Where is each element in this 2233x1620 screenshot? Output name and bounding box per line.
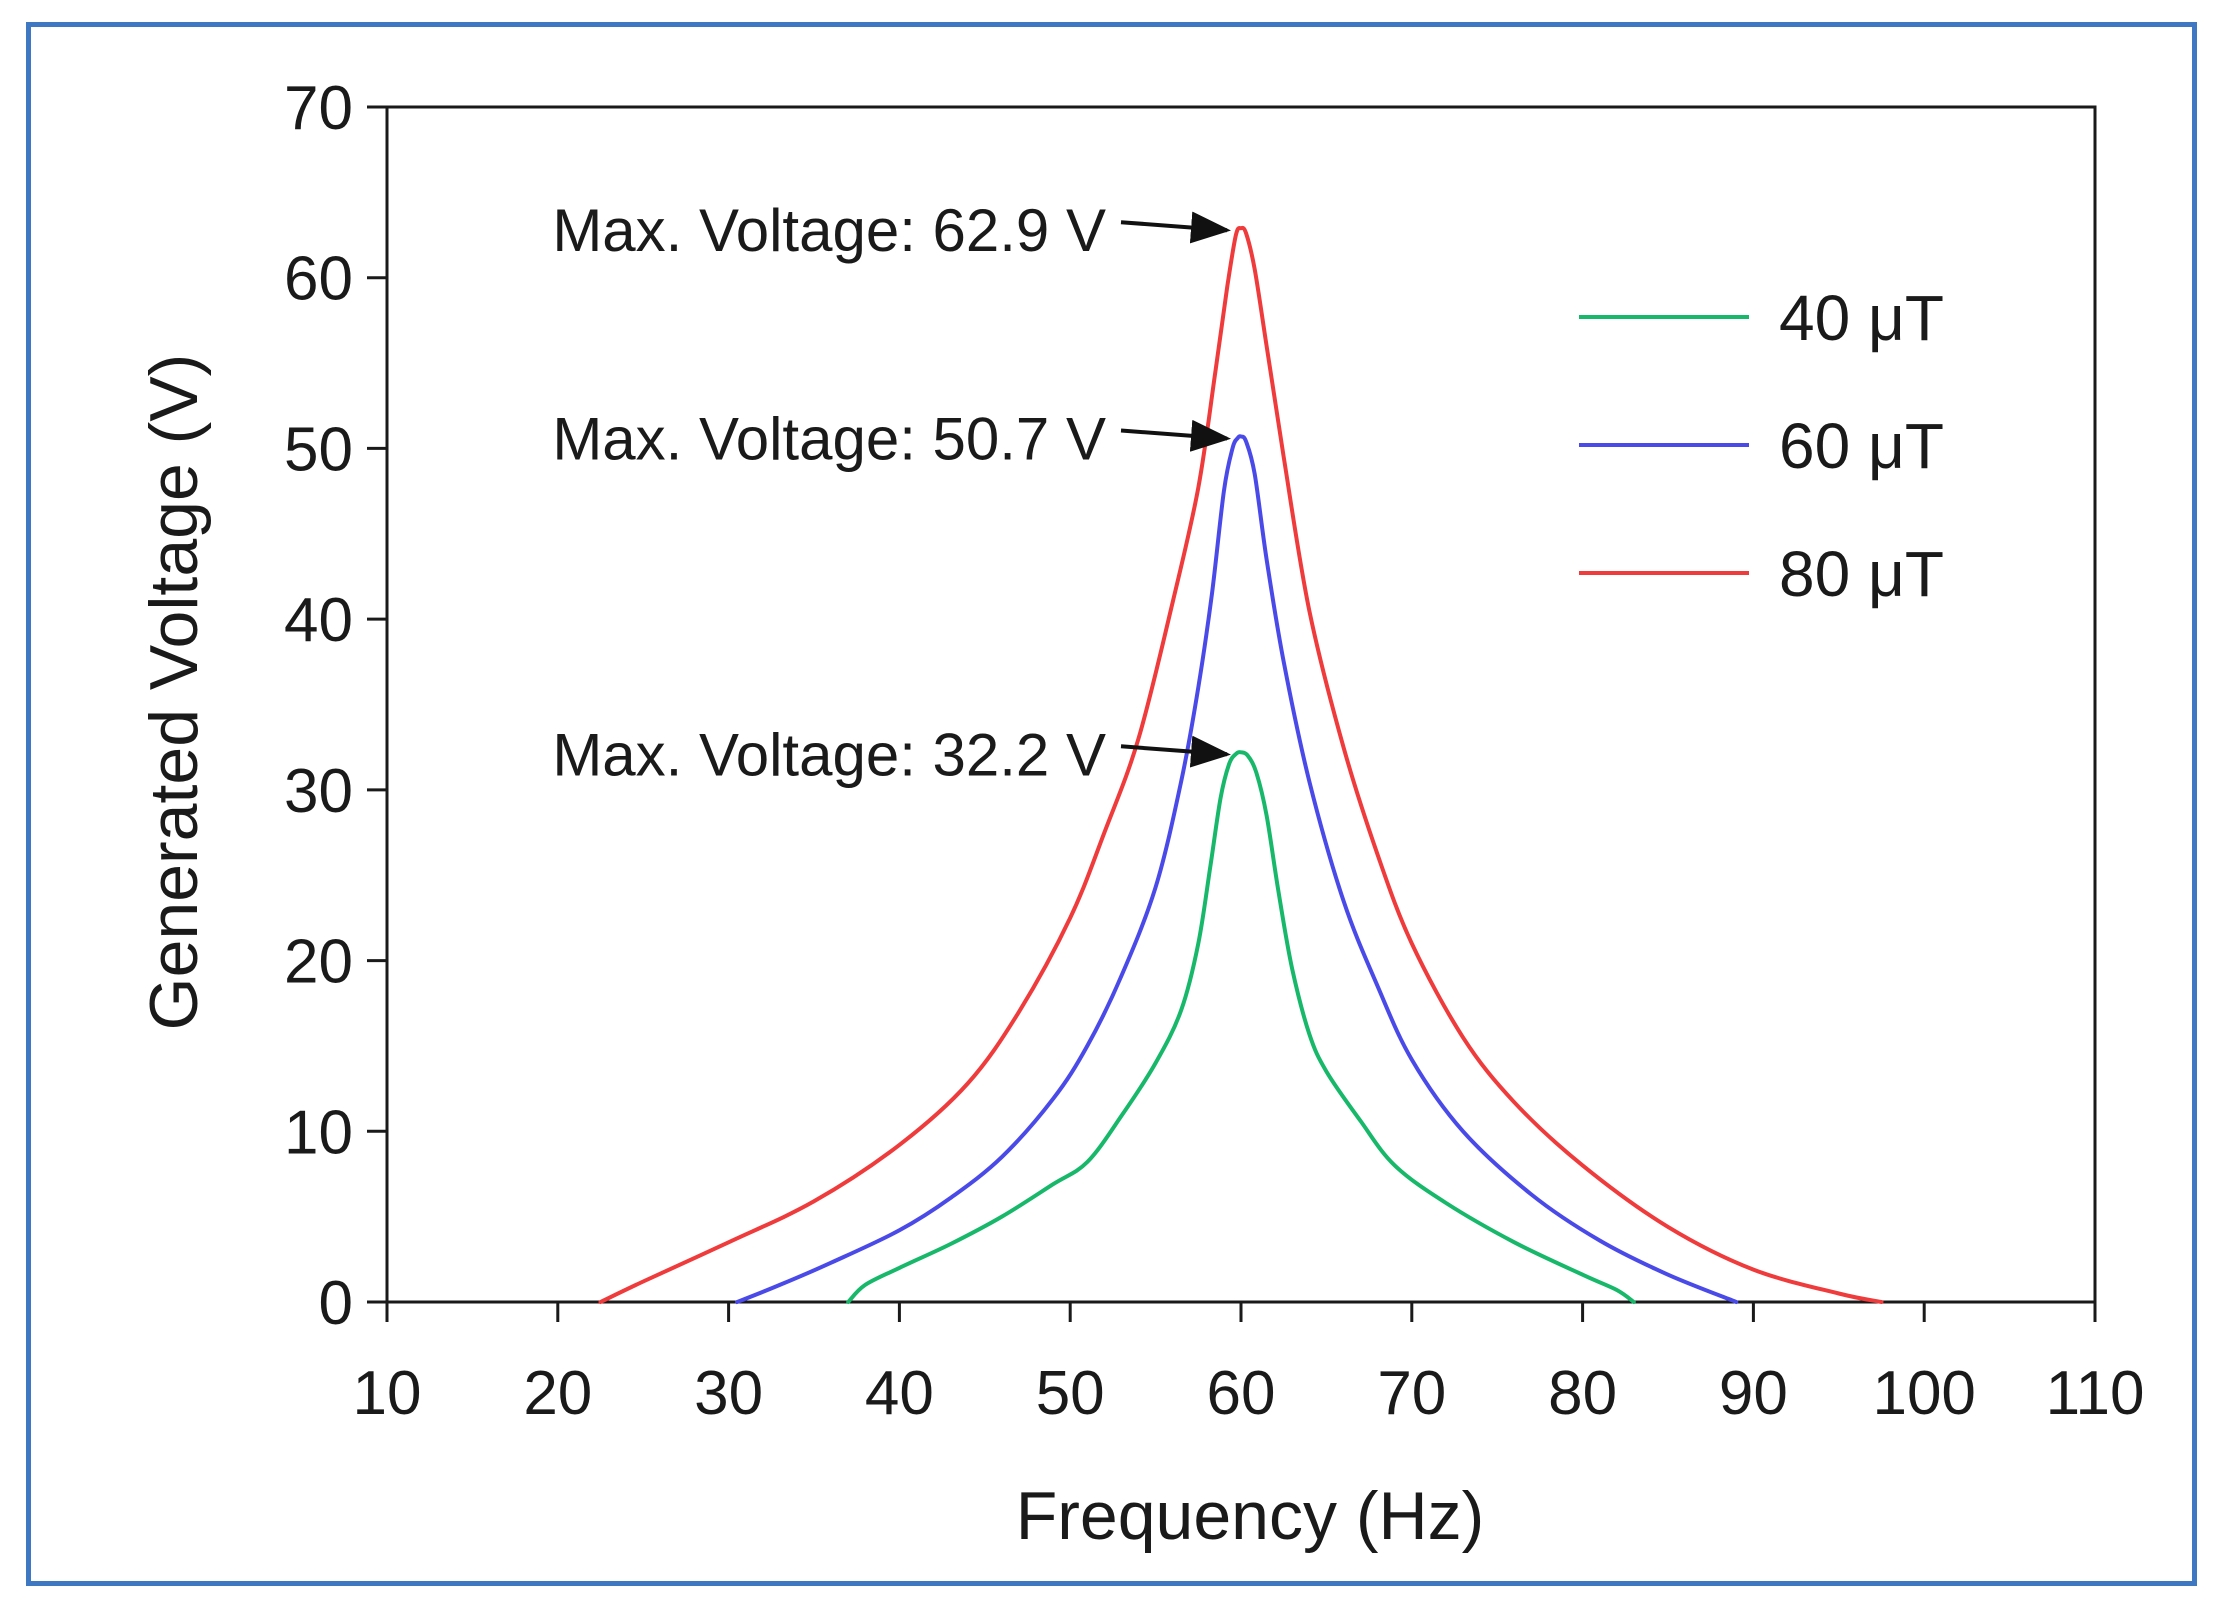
x-axis-label: Frequency (Hz) — [1016, 1478, 1485, 1554]
x-tick-label: 10 — [353, 1359, 422, 1428]
x-tick-label: 30 — [694, 1359, 763, 1428]
x-tick-label: 60 — [1207, 1359, 1276, 1428]
x-tick-label: 110 — [2046, 1359, 2145, 1428]
legend-label: 60 μT — [1779, 410, 1944, 482]
x-tick-label: 100 — [1872, 1359, 1975, 1428]
y-tick-label: 40 — [284, 586, 353, 655]
series-group — [598, 225, 1884, 1304]
y-tick-label: 10 — [284, 1098, 353, 1167]
y-tick-label: 60 — [284, 245, 353, 314]
x-tick-label: 50 — [1036, 1359, 1105, 1428]
y-tick-label: 70 — [284, 74, 353, 143]
series-line-1 — [846, 750, 1636, 1304]
x-tick-label: 80 — [1548, 1359, 1617, 1428]
annotation-label: Max. Voltage: 50.7 V — [552, 405, 1106, 472]
voltage-frequency-chart: Max. Voltage: 62.9 V Max. Voltage: 50.7 V… — [136, 74, 2144, 1554]
series-line-2 — [735, 434, 1739, 1304]
plot-frame-group — [367, 105, 2097, 1322]
y-tick-label: 0 — [319, 1269, 353, 1338]
y-tick-label: 50 — [284, 415, 353, 484]
annotation-arrow — [1120, 419, 1231, 452]
annotation-group: Max. Voltage: 62.9 V Max. Voltage: 50.7 V… — [552, 197, 1231, 788]
figure-frame: Max. Voltage: 62.9 V Max. Voltage: 50.7 V… — [26, 22, 2197, 1586]
y-axis-label: Generated Voltage (V) — [136, 354, 212, 1031]
annotation-label: Max. Voltage: 62.9 V — [552, 197, 1106, 264]
x-tick-label: 90 — [1719, 1359, 1788, 1428]
legend: 40 μT 60 μT 80 μT — [1579, 282, 1944, 610]
x-tick-label: 20 — [523, 1359, 592, 1428]
y-tick-label: 30 — [284, 757, 353, 826]
legend-label: 80 μT — [1779, 538, 1944, 610]
annotation-arrow — [1120, 211, 1231, 244]
x-tick-label: 40 — [865, 1359, 934, 1428]
annotation-arrow — [1120, 735, 1231, 768]
annotation-label: Max. Voltage: 32.2 V — [552, 721, 1106, 788]
legend-label: 40 μT — [1779, 282, 1944, 354]
series-line-3 — [598, 225, 1884, 1304]
x-tick-label: 70 — [1377, 1359, 1446, 1428]
y-tick-label: 20 — [284, 928, 353, 997]
